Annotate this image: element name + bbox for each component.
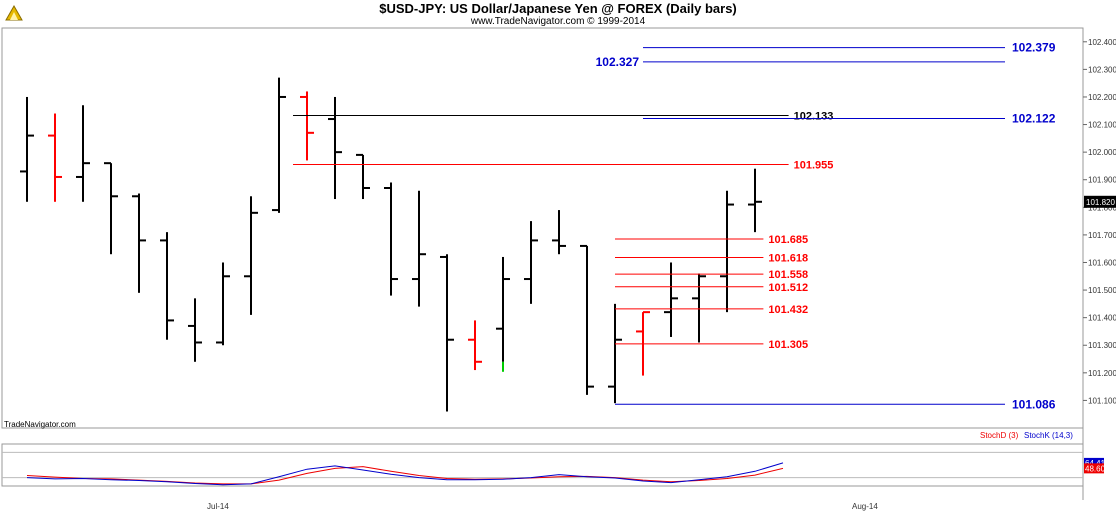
level-label: 101.685 [768, 234, 808, 246]
x-label: Jul-14 [207, 502, 229, 511]
stochd-line [26, 466, 784, 485]
level-label: 102.379 [1012, 41, 1056, 55]
level-label: 101.086 [1012, 397, 1056, 411]
y-tick-label: 101.100 [1088, 396, 1116, 405]
x-label: Aug-14 [852, 502, 878, 511]
stochd-value-tag [1084, 463, 1104, 474]
y-tick-label: 101.500 [1088, 286, 1116, 295]
level-label: 101.955 [794, 160, 834, 172]
level-label: 101.558 [768, 269, 808, 281]
last-price-tag [1084, 195, 1116, 208]
y-tick-label: 101.900 [1088, 176, 1116, 185]
trade-navigator-logo-icon [5, 4, 23, 21]
y-tick-label: 102.300 [1088, 65, 1116, 74]
level-label: 101.618 [768, 253, 808, 265]
y-tick-label: 101.800 [1088, 203, 1116, 212]
stochd-value: 48.60 [1085, 464, 1106, 473]
stochk-value-tag [1084, 457, 1104, 468]
chart-title: $USD-JPY: US Dollar/Japanese Yen @ FOREX… [379, 1, 737, 16]
stochastic-panel-frame [1, 443, 1084, 487]
y-tick-label: 102.200 [1088, 93, 1116, 102]
y-tick-label: 102.000 [1088, 148, 1116, 157]
stochd-legend: StochD (3) [980, 431, 1019, 440]
y-tick-label: 101.300 [1088, 341, 1116, 350]
price-panel-frame [1, 27, 1084, 429]
stochk-legend: StochK (14,3) [1024, 431, 1073, 440]
y-tick-label: 102.100 [1088, 121, 1116, 130]
last-price-label: 101.820 [1086, 198, 1115, 207]
level-label: 101.432 [768, 304, 808, 316]
y-tick-label: 101.400 [1088, 314, 1116, 323]
y-tick-label: 101.700 [1088, 231, 1116, 240]
level-label: 102.122 [1012, 111, 1056, 125]
level-label: 102.133 [794, 110, 834, 122]
y-tick-label: 102.400 [1088, 38, 1116, 47]
chart-subtitle: www.TradeNavigator.com © 1999-2014 [470, 16, 646, 27]
y-tick-label: 101.600 [1088, 258, 1116, 267]
stochk-line [26, 462, 784, 486]
y-tick-label: 101.200 [1088, 369, 1116, 378]
watermark: TradeNavigator.com [4, 420, 76, 429]
level-label: 101.305 [768, 339, 808, 351]
level-label: 102.327 [596, 55, 640, 69]
level-label: 101.512 [768, 282, 808, 294]
